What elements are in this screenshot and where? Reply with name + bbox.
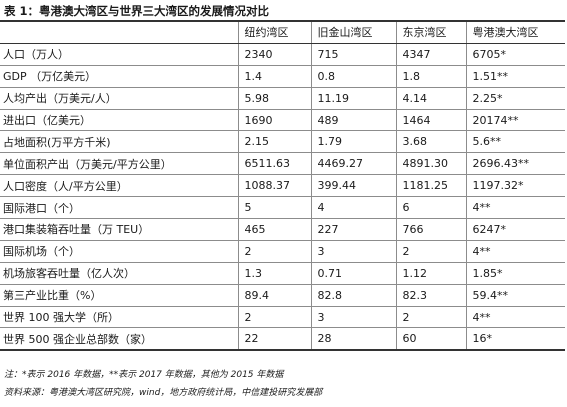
table-row: 国际港口（个） 5 4 6 4** — [0, 196, 565, 220]
table-cell: 715 — [310, 42, 397, 66]
table-cell: 766 — [395, 218, 467, 241]
table-cell: 6247* — [465, 218, 565, 241]
header-cell-new-york: 纽约湾区 — [237, 19, 312, 44]
table-cell: 6511.63 — [237, 152, 312, 176]
table-cell: 1.3 — [237, 261, 312, 285]
note-line: 注：*表示 2016 年数据，**表示 2017 年数据，其他为 2015 年数… — [4, 370, 284, 380]
table-cell: 2696.43** — [465, 152, 565, 176]
table-cell: 0.71 — [310, 261, 397, 285]
table-cell: 5 — [237, 196, 312, 220]
header-cell-san-francisco: 旧金山湾区 — [310, 19, 397, 44]
table-cell: 4891.30 — [395, 152, 467, 176]
table-cell: 5.6** — [465, 130, 565, 154]
table-cell: 82.8 — [310, 283, 397, 307]
row-label-cell: 港口集装箱吞吐量（万 TEU） — [0, 218, 239, 241]
table-cell: 16* — [465, 327, 565, 352]
table-cell: 20174** — [465, 108, 565, 132]
table-cell: 2.15 — [237, 130, 312, 154]
table-cell: 4347 — [395, 42, 467, 66]
table-cell: 2 — [237, 239, 312, 263]
table-cell: 1690 — [237, 108, 312, 132]
table-row: 机场旅客吞吐量（亿人次） 1.3 0.71 1.12 1.85* — [0, 261, 565, 285]
table-cell: 1.12 — [395, 261, 467, 285]
source-line: 资料来源：粤港澳大湾区研究院，wind，地方政府统计局，中信建投研究发展部 — [4, 388, 323, 398]
table-cell: 4** — [465, 239, 565, 263]
table-notes: 注：*表示 2016 年数据，**表示 2017 年数据，其他为 2015 年数… — [4, 366, 322, 402]
table-cell: 227 — [310, 218, 397, 241]
header-cell-tokyo: 东京湾区 — [395, 19, 467, 44]
table-row: 人口密度（人/平方公里） 1088.37 399.44 1181.25 1197.32* — [0, 174, 565, 198]
table-cell: 1197.32* — [465, 174, 565, 198]
row-label-cell: 单位面积产出（万美元/平方公里） — [0, 152, 239, 176]
row-label-cell: 占地面积(万平方千米) — [0, 130, 239, 154]
table-row: 世界 500 强企业总部数（家） 22 28 60 16* — [0, 327, 565, 352]
header-cell-gba: 粤港澳大湾区 — [465, 19, 565, 44]
table-cell: 465 — [237, 218, 312, 241]
row-label-cell: 世界 500 强企业总部数（家） — [0, 327, 239, 352]
table-cell: 5.98 — [237, 86, 312, 110]
table-cell: 59.4** — [465, 283, 565, 307]
row-label-cell: GDP （万亿美元） — [0, 64, 239, 88]
table-row: 第三产业比重（%） 89.4 82.8 82.3 59.4** — [0, 283, 565, 307]
table-row: GDP （万亿美元） 1.4 0.8 1.8 1.51** — [0, 64, 565, 88]
table-cell: 1.51** — [465, 64, 565, 88]
table-cell: 82.3 — [395, 283, 467, 307]
table-cell: 2 — [395, 239, 467, 263]
table-cell: 60 — [395, 327, 467, 352]
table-row: 进出口（亿美元） 1690 489 1464 20174** — [0, 108, 565, 132]
table-row: 人口（万人） 2340 715 4347 6705* — [0, 42, 565, 66]
row-label-cell: 机场旅客吞吐量（亿人次） — [0, 261, 239, 285]
table-cell: 4** — [465, 305, 565, 329]
table-cell: 6 — [395, 196, 467, 220]
table-row: 占地面积(万平方千米) 2.15 1.79 3.68 5.6** — [0, 130, 565, 154]
table-cell: 1464 — [395, 108, 467, 132]
table-cell: 2340 — [237, 42, 312, 66]
table-row: 人均产出（万美元/人） 5.98 11.19 4.14 2.25* — [0, 86, 565, 110]
row-label-cell: 国际港口（个） — [0, 196, 239, 220]
table-caption: 表 1：粤港澳大湾区与世界三大湾区的发展情况对比 — [4, 4, 270, 18]
table-cell: 4** — [465, 196, 565, 220]
table-header-row: 纽约湾区 旧金山湾区 东京湾区 粤港澳大湾区 — [0, 19, 565, 44]
table-row: 单位面积产出（万美元/平方公里） 6511.63 4469.27 4891.30 269… — [0, 152, 565, 176]
table-cell: 3 — [310, 305, 397, 329]
row-label-cell: 国际机场（个） — [0, 239, 239, 263]
table-cell: 2 — [395, 305, 467, 329]
row-label-cell: 人均产出（万美元/人） — [0, 86, 239, 110]
table-cell: 399.44 — [310, 174, 397, 198]
table-row: 国际机场（个） 2 3 2 4** — [0, 239, 565, 263]
table-cell: 1.8 — [395, 64, 467, 88]
table-cell: 4 — [310, 196, 397, 220]
row-label-cell: 人口密度（人/平方公里） — [0, 174, 239, 198]
row-label-cell: 第三产业比重（%） — [0, 283, 239, 307]
table-body: 人口（万人） 2340 715 4347 6705* GDP （万亿美元） 1.4 0.8 1.… — [0, 42, 565, 352]
row-label-cell: 世界 100 强大学（所） — [0, 305, 239, 329]
table-row: 世界 100 强大学（所） 2 3 2 4** — [0, 305, 565, 329]
table-cell: 4.14 — [395, 86, 467, 110]
table-cell: 89.4 — [237, 283, 312, 307]
table-cell: 3.68 — [395, 130, 467, 154]
table-cell: 3 — [310, 239, 397, 263]
table-cell: 0.8 — [310, 64, 397, 88]
table-cell: 22 — [237, 327, 312, 352]
header-cell-blank — [0, 19, 239, 44]
row-label-cell: 进出口（亿美元） — [0, 108, 239, 132]
table-cell: 4469.27 — [310, 152, 397, 176]
row-label-cell: 人口（万人） — [0, 42, 239, 66]
table-cell: 1.79 — [310, 130, 397, 154]
table-cell: 489 — [310, 108, 397, 132]
table-cell: 11.19 — [310, 86, 397, 110]
table-cell: 1.85* — [465, 261, 565, 285]
table-cell: 1181.25 — [395, 174, 467, 198]
table-cell: 2.25* — [465, 86, 565, 110]
table-cell: 1088.37 — [237, 174, 312, 198]
table-cell: 1.4 — [237, 64, 312, 88]
table-cell: 2 — [237, 305, 312, 329]
table-row: 港口集装箱吞吐量（万 TEU） 465 227 766 6247* — [0, 218, 565, 241]
comparison-table: 纽约湾区 旧金山湾区 东京湾区 粤港澳大湾区 人口（万人） 2340 715 4347… — [0, 19, 565, 352]
table-cell: 28 — [310, 327, 397, 352]
table-cell: 6705* — [465, 42, 565, 66]
